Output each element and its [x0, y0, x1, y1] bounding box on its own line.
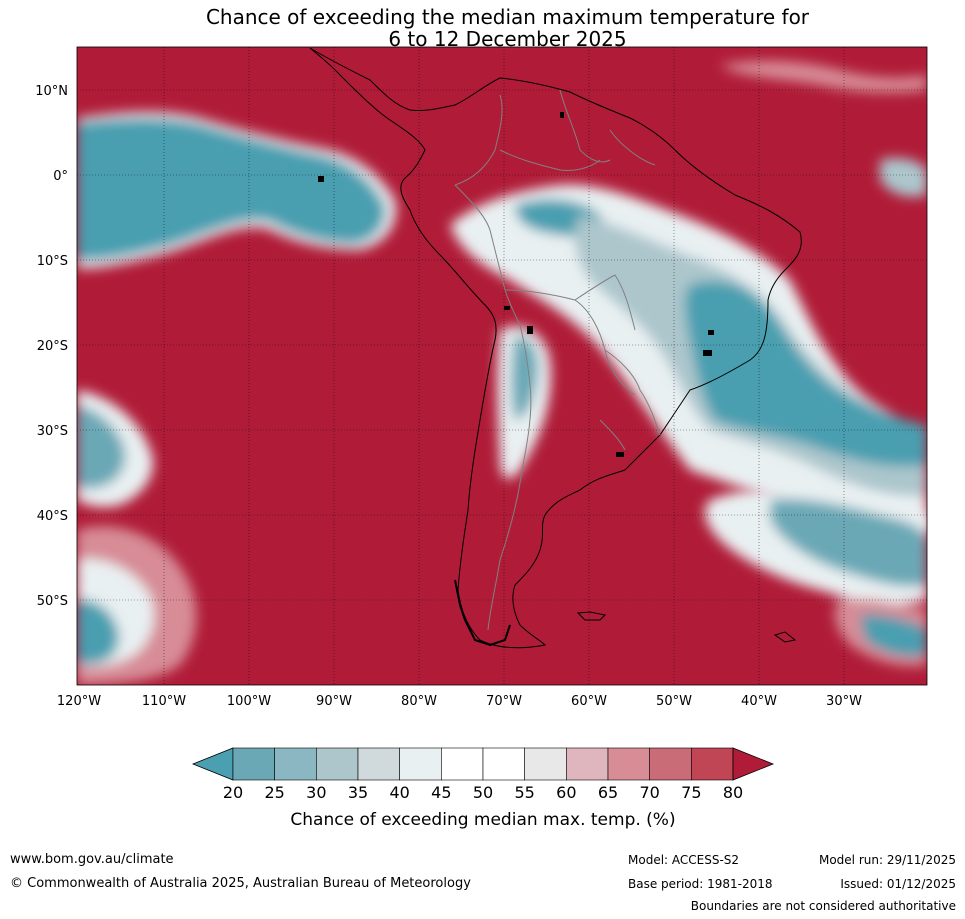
lon-label: 70°W	[486, 694, 522, 709]
colorbar-swatch	[441, 747, 484, 781]
colorbar-arrow-low	[191, 747, 234, 781]
lat-label: 50°S	[37, 594, 68, 609]
lat-label: 20°S	[37, 339, 68, 354]
lat-label: 40°S	[37, 509, 68, 524]
lon-label: 120°W	[57, 694, 101, 709]
colorbar: 20 25 30 35 40 45 50 55 60 65 70 75 80 Chance of exc…	[191, 747, 775, 830]
colorbar-swatches	[191, 747, 775, 781]
colorbar-swatch	[232, 747, 275, 781]
map-title-line-2: 6 to 12 December 2025	[388, 27, 627, 51]
lat-label: 10°S	[37, 254, 68, 269]
colorbar-tick-label: 70	[639, 783, 659, 802]
colorbar-swatch	[399, 747, 442, 781]
colorbar-tick-label: 30	[306, 783, 326, 802]
footer-base-period: Base period: 1981-2018	[628, 877, 773, 891]
colorbar-tick-label: 20	[223, 783, 243, 802]
colorbar-tick-label: 55	[514, 783, 534, 802]
coastline	[309, 47, 802, 649]
lat-label: 30°S	[37, 424, 68, 439]
lon-label: 90°W	[316, 694, 352, 709]
colorbar-swatch	[649, 747, 692, 781]
probability-map: 10°N 0° 10°S 20°S 30°S 40°S 50°S 120°W 1…	[35, 46, 928, 709]
footer-issued: Issued: 01/12/2025	[840, 877, 956, 891]
colorbar-tick-label: 50	[473, 783, 493, 802]
south-atlantic-cool-region	[704, 60, 927, 667]
lat-label: 0°	[53, 169, 68, 184]
pacific-cool-region	[77, 111, 396, 269]
lakes	[318, 112, 714, 457]
footer-disclaimer: Boundaries are not considered authoritat…	[690, 899, 956, 913]
lon-label: 50°W	[656, 694, 692, 709]
footer-copyright: © Commonwealth of Australia 2025, Austra…	[10, 876, 471, 891]
footer-url[interactable]: www.bom.gov.au/climate	[10, 852, 174, 867]
colorbar-swatch	[607, 747, 650, 781]
colorbar-swatch	[566, 747, 609, 781]
colorbar-tick-label: 75	[681, 783, 701, 802]
colorbar-swatch	[357, 747, 400, 781]
footer-model-run: Model run: 29/11/2025	[818, 853, 956, 867]
colorbar-ticks: 20 25 30 35 40 45 50 55 60 65 70 75 80	[223, 783, 743, 802]
colorbar-swatch	[316, 747, 359, 781]
colorbar-tick-label: 35	[348, 783, 368, 802]
graticule	[77, 47, 927, 685]
colorbar-tick-label: 60	[556, 783, 576, 802]
lat-label: 10°N	[35, 84, 68, 99]
country-borders	[454, 89, 661, 631]
brazil-cool-region	[450, 184, 927, 533]
colorbar-tick-label: 45	[431, 783, 451, 802]
footer-model: Model: ACCESS-S2	[628, 853, 740, 867]
south-pacific-cool-region	[77, 390, 197, 685]
colorbar-label: Chance of exceeding median max. temp. (%…	[290, 810, 675, 830]
colorbar-tick-label: 25	[264, 783, 284, 802]
map-title-line-1: Chance of exceeding the median maximum t…	[205, 5, 810, 29]
lon-label: 30°W	[826, 694, 862, 709]
colorbar-tick-label: 65	[598, 783, 618, 802]
colorbar-swatch	[691, 747, 734, 781]
colorbar-tick-label: 80	[723, 783, 743, 802]
colorbar-swatch	[524, 747, 567, 781]
lon-label: 40°W	[741, 694, 777, 709]
colorbar-tick-label: 40	[389, 783, 409, 802]
colorbar-swatch	[274, 747, 317, 781]
lon-label: 80°W	[401, 694, 437, 709]
colorbar-swatch	[482, 747, 525, 781]
lon-label: 60°W	[571, 694, 607, 709]
map-frame	[76, 46, 928, 686]
colorbar-arrow-high	[732, 747, 775, 781]
lon-label: 110°W	[142, 694, 186, 709]
lon-label: 100°W	[227, 694, 271, 709]
